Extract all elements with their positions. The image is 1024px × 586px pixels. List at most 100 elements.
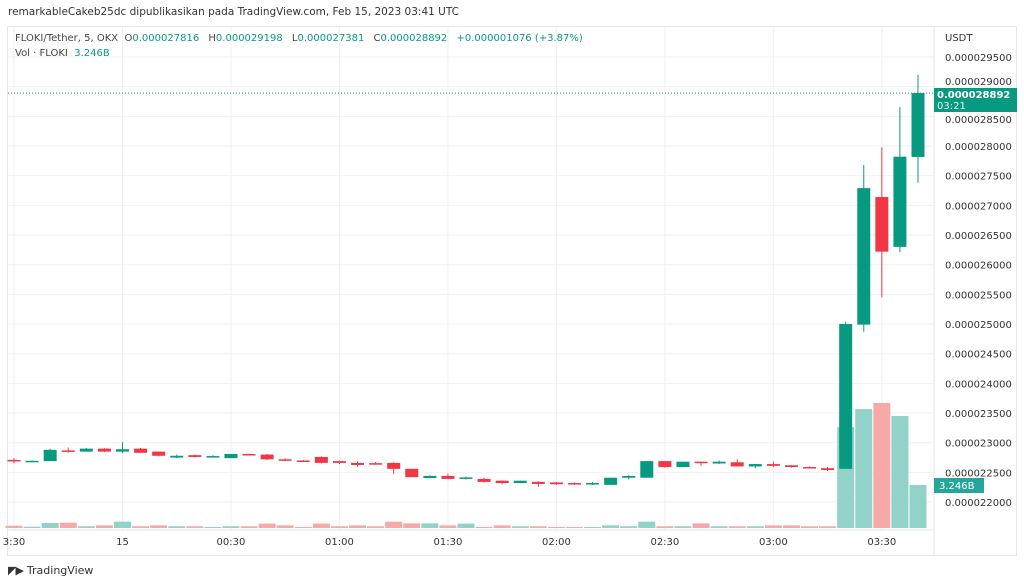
price-axis: 0.000029500 0.000029000 0.000028500 0.00002… bbox=[945, 53, 1012, 509]
last-price-badge: 0.000028892 03:21 bbox=[934, 88, 1017, 112]
volume-bar bbox=[584, 527, 602, 528]
tradingview-logo-icon: ◤▶ bbox=[8, 564, 24, 577]
candle bbox=[748, 464, 762, 469]
price-tick-label: 0.000023000 bbox=[945, 439, 1012, 450]
candle bbox=[839, 321, 853, 469]
candle-body bbox=[332, 461, 346, 463]
volume-bar bbox=[511, 526, 529, 528]
volume-bar bbox=[602, 525, 620, 528]
candle-body bbox=[25, 460, 39, 463]
candle-body bbox=[134, 448, 148, 453]
volume-bar bbox=[132, 526, 150, 528]
candle-body bbox=[857, 188, 871, 325]
price-tick-label: 0.000027500 bbox=[945, 172, 1012, 183]
volume-bar bbox=[367, 526, 385, 528]
candle-body bbox=[911, 93, 925, 157]
brand-name: TradingView bbox=[26, 564, 94, 577]
volume-bar bbox=[150, 525, 168, 528]
candle bbox=[622, 475, 636, 480]
open-label: O bbox=[124, 33, 133, 44]
candle bbox=[658, 461, 672, 468]
volume-bar bbox=[77, 526, 95, 528]
price-tick-label: 0.000022000 bbox=[945, 498, 1012, 509]
volume-bar bbox=[403, 523, 421, 528]
volume-bar bbox=[421, 523, 439, 528]
volume-bar bbox=[95, 525, 113, 528]
volume-bar bbox=[113, 521, 131, 528]
candle bbox=[369, 461, 383, 465]
volume-bar bbox=[891, 415, 909, 528]
volume-badge-value: 3.246B bbox=[939, 481, 975, 492]
candle bbox=[43, 448, 57, 462]
volume-bar bbox=[475, 527, 493, 528]
volume-bar bbox=[439, 525, 457, 528]
price-tick-label: 0.000026500 bbox=[945, 231, 1012, 242]
candle bbox=[477, 477, 491, 483]
time-tick-label: 03:00 bbox=[759, 537, 788, 548]
candle-body bbox=[784, 465, 798, 468]
candle bbox=[7, 458, 21, 464]
candle-body bbox=[369, 463, 383, 465]
candle-body bbox=[296, 460, 310, 463]
candle bbox=[893, 106, 907, 253]
volume-bar bbox=[620, 526, 638, 528]
candle-body bbox=[278, 459, 292, 461]
candle bbox=[821, 467, 835, 472]
candle bbox=[332, 460, 346, 465]
candle-body bbox=[441, 475, 455, 479]
volume-bar bbox=[873, 402, 891, 528]
candle bbox=[188, 454, 202, 458]
candle bbox=[567, 482, 581, 485]
volume-bar bbox=[240, 526, 258, 528]
candle bbox=[170, 454, 184, 459]
price-tick-label: 0.000028500 bbox=[945, 115, 1012, 126]
change-value: +0.000001076 (+3.87%) bbox=[456, 33, 583, 44]
candle-body bbox=[152, 451, 166, 456]
candle-body bbox=[658, 461, 672, 468]
candle-body bbox=[423, 475, 437, 479]
time-tick-label: 02:30 bbox=[650, 537, 679, 548]
candle-body bbox=[712, 461, 726, 464]
candle bbox=[224, 453, 238, 459]
candle-body bbox=[61, 450, 75, 452]
tradingview-logo[interactable]: ◤▶ TradingView bbox=[8, 564, 93, 577]
candle-body bbox=[531, 481, 545, 484]
time-tick-label: 15 bbox=[116, 537, 129, 548]
candle-body bbox=[730, 462, 744, 467]
volume-label[interactable]: Vol · FLOKI bbox=[15, 48, 68, 59]
candle-body bbox=[206, 456, 220, 458]
time-tick-label: 03:30 bbox=[867, 537, 896, 548]
candle bbox=[676, 461, 690, 468]
candle-body bbox=[622, 475, 636, 478]
price-tick-label: 0.000022500 bbox=[945, 468, 1012, 479]
candle bbox=[640, 461, 654, 478]
candle-body bbox=[314, 456, 328, 463]
candle-body bbox=[839, 324, 853, 469]
volume-bar bbox=[782, 525, 800, 528]
candle-body bbox=[459, 477, 473, 479]
chart-frame bbox=[7, 26, 1017, 556]
candle bbox=[784, 465, 798, 468]
candle bbox=[459, 476, 473, 480]
symbol-title[interactable]: FLOKI/Tether, 5, OKX bbox=[15, 33, 119, 44]
candle bbox=[694, 461, 708, 466]
price-tick-label: 0.000025000 bbox=[945, 320, 1012, 331]
volume-bar bbox=[222, 526, 240, 528]
volume-bar bbox=[59, 522, 77, 528]
volume-bar bbox=[276, 525, 294, 528]
candle bbox=[712, 460, 726, 465]
time-axis: 3:30 15 00:30 01:00 01:30 02:00 02:30 03:00 03:3… bbox=[3, 537, 896, 548]
price-tick-label: 0.000023500 bbox=[945, 409, 1012, 420]
candle-body bbox=[604, 477, 618, 485]
volume-bar bbox=[23, 526, 41, 528]
volume-bar bbox=[294, 527, 312, 528]
candle-body bbox=[676, 461, 690, 468]
candle-body bbox=[115, 449, 129, 452]
candle-body bbox=[549, 482, 563, 485]
candle-body bbox=[586, 483, 600, 485]
candle-body bbox=[821, 468, 835, 471]
published-info: remarkableCakeb25dc dipublikasikan pada … bbox=[8, 6, 459, 18]
time-tick-label: 00:30 bbox=[217, 537, 246, 548]
candle bbox=[549, 481, 563, 485]
